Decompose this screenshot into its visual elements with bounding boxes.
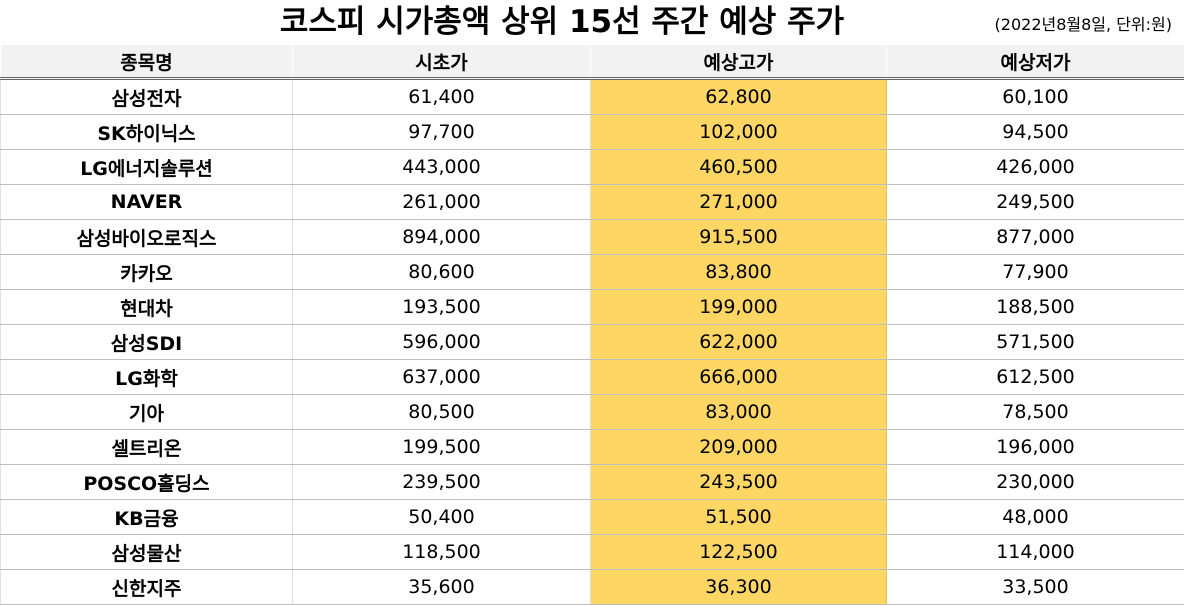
open-price-cell: 596,000: [292, 324, 591, 360]
stock-name-cell: 현대차: [0, 289, 293, 325]
open-price-cell: 61,400: [292, 78, 591, 115]
expected-high-cell: 83,000: [590, 394, 887, 430]
expected-low-cell: 188,500: [886, 289, 1184, 325]
stock-name-cell: LG에너지솔루션: [0, 149, 293, 185]
table-row: 삼성SDI 596,000 622,000 571,500: [0, 324, 1184, 360]
table-row: KB금융 50,400 51,500 48,000: [0, 499, 1184, 535]
stock-name-cell: 삼성전자: [0, 78, 293, 115]
open-price-cell: 80,600: [292, 254, 591, 290]
stock-name-cell: 카카오: [0, 254, 293, 290]
page-title: 코스피 시가총액 상위 15선 주간 예상 주가: [279, 4, 845, 40]
expected-high-cell: 36,300: [590, 569, 887, 605]
table-row: 셀트리온 199,500 209,000 196,000: [0, 429, 1184, 465]
expected-low-cell: 94,500: [886, 114, 1184, 150]
expected-low-cell: 612,500: [886, 359, 1184, 395]
expected-high-cell: 915,500: [590, 219, 887, 255]
expected-low-cell: 48,000: [886, 499, 1184, 535]
table-row: 현대차 193,500 199,000 188,500: [0, 289, 1184, 325]
expected-low-cell: 877,000: [886, 219, 1184, 255]
table-row: 기아 80,500 83,000 78,500: [0, 394, 1184, 430]
open-price-cell: 199,500: [292, 429, 591, 465]
expected-low-cell: 33,500: [886, 569, 1184, 605]
table-row: 삼성바이오로직스 894,000 915,500 877,000: [0, 219, 1184, 255]
open-price-cell: 97,700: [292, 114, 591, 150]
expected-low-cell: 249,500: [886, 184, 1184, 220]
expected-low-cell: 571,500: [886, 324, 1184, 360]
title-bar: 코스피 시가총액 상위 15선 주간 예상 주가 (2022년8월8일, 단위:…: [0, 0, 1184, 45]
expected-high-cell: 243,500: [590, 464, 887, 500]
column-header-name: 종목명: [0, 45, 293, 80]
expected-high-cell: 102,000: [590, 114, 887, 150]
stock-name-cell: 삼성물산: [0, 534, 293, 570]
stock-name-cell: 셀트리온: [0, 429, 293, 465]
expected-high-cell: 666,000: [590, 359, 887, 395]
date-unit-note: (2022년8월8일, 단위:원): [994, 15, 1172, 34]
column-header-high: 예상고가: [590, 45, 887, 80]
expected-low-cell: 196,000: [886, 429, 1184, 465]
table-row: 신한지주 35,600 36,300 33,500: [0, 569, 1184, 605]
table-row: 삼성물산 118,500 122,500 114,000: [0, 534, 1184, 570]
header-row: 종목명 시초가 예상고가 예상저가: [0, 45, 1184, 80]
price-table: 종목명 시초가 예상고가 예상저가 삼성전자 61,400 62,800 60,100…: [0, 45, 1184, 605]
table-row: POSCO홀딩스 239,500 243,500 230,000: [0, 464, 1184, 500]
open-price-cell: 637,000: [292, 359, 591, 395]
expected-high-cell: 209,000: [590, 429, 887, 465]
stock-name-cell: POSCO홀딩스: [0, 464, 293, 500]
open-price-cell: 118,500: [292, 534, 591, 570]
open-price-cell: 35,600: [292, 569, 591, 605]
expected-low-cell: 60,100: [886, 78, 1184, 115]
table-row: SK하이닉스 97,700 102,000 94,500: [0, 114, 1184, 150]
stock-name-cell: NAVER: [0, 184, 293, 220]
column-header-open: 시초가: [292, 45, 591, 80]
open-price-cell: 239,500: [292, 464, 591, 500]
open-price-cell: 50,400: [292, 499, 591, 535]
open-price-cell: 894,000: [292, 219, 591, 255]
expected-high-cell: 51,500: [590, 499, 887, 535]
stock-name-cell: LG화학: [0, 359, 293, 395]
expected-low-cell: 426,000: [886, 149, 1184, 185]
open-price-cell: 261,000: [292, 184, 591, 220]
expected-low-cell: 230,000: [886, 464, 1184, 500]
expected-high-cell: 460,500: [590, 149, 887, 185]
open-price-cell: 443,000: [292, 149, 591, 185]
expected-high-cell: 122,500: [590, 534, 887, 570]
expected-high-cell: 83,800: [590, 254, 887, 290]
stock-name-cell: 신한지주: [0, 569, 293, 605]
table-row: LG화학 637,000 666,000 612,500: [0, 359, 1184, 395]
expected-low-cell: 77,900: [886, 254, 1184, 290]
table-row: 삼성전자 61,400 62,800 60,100: [0, 78, 1184, 115]
expected-high-cell: 271,000: [590, 184, 887, 220]
expected-high-cell: 199,000: [590, 289, 887, 325]
table-body: 삼성전자 61,400 62,800 60,100 SK하이닉스 97,700 102,00…: [0, 78, 1184, 605]
stock-name-cell: 삼성SDI: [0, 324, 293, 360]
expected-high-cell: 62,800: [590, 78, 887, 115]
table-row: LG에너지솔루션 443,000 460,500 426,000: [0, 149, 1184, 185]
expected-low-cell: 114,000: [886, 534, 1184, 570]
expected-high-cell: 622,000: [590, 324, 887, 360]
column-header-low: 예상저가: [886, 45, 1184, 80]
open-price-cell: 193,500: [292, 289, 591, 325]
table-row: 카카오 80,600 83,800 77,900: [0, 254, 1184, 290]
stock-name-cell: 삼성바이오로직스: [0, 219, 293, 255]
expected-low-cell: 78,500: [886, 394, 1184, 430]
stock-name-cell: KB금융: [0, 499, 293, 535]
stock-name-cell: SK하이닉스: [0, 114, 293, 150]
stock-name-cell: 기아: [0, 394, 293, 430]
open-price-cell: 80,500: [292, 394, 591, 430]
table-row: NAVER 261,000 271,000 249,500: [0, 184, 1184, 220]
